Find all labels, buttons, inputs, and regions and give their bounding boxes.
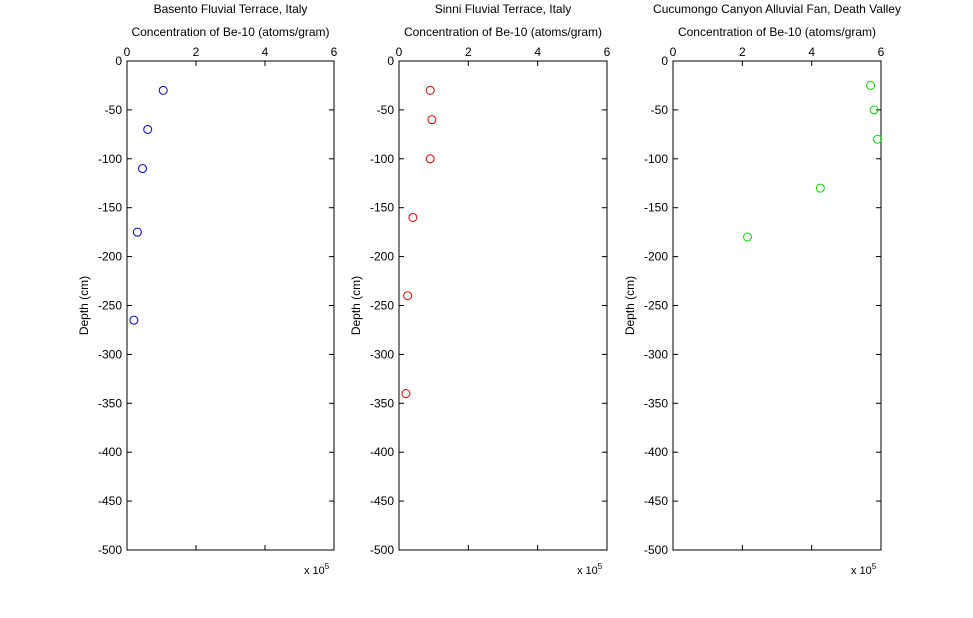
y-tick-label: -400	[644, 445, 668, 459]
y-axis-label: Depth (cm)	[623, 276, 637, 335]
data-point	[425, 154, 435, 164]
chart-title: Cucumongo Canyon Alluvial Fan, Death Val…	[653, 2, 901, 16]
y-tick-label: -100	[98, 152, 122, 166]
x-tick-label: 0	[670, 45, 677, 59]
y-tick-label: -400	[98, 445, 122, 459]
data-point	[132, 227, 142, 237]
y-tick-label: -300	[370, 347, 394, 361]
x-exponent-label: x 105	[577, 562, 603, 577]
subplot-2: Sinni Fluvial Terrace, Italy Concentratio…	[349, 2, 611, 577]
x-tick-label: 0	[396, 45, 403, 59]
x-tick-label: 6	[604, 45, 611, 59]
data-point	[143, 124, 153, 134]
y-tick-label: -150	[98, 201, 122, 215]
y-tick-label: -200	[644, 250, 668, 264]
y-tick-label: -150	[644, 201, 668, 215]
data-point	[815, 183, 825, 193]
x-tick-label: 2	[193, 45, 200, 59]
x-tick-label: 4	[808, 45, 815, 59]
y-tick-label: -100	[644, 152, 668, 166]
y-tick-label: -200	[98, 250, 122, 264]
y-tick-label: -250	[644, 299, 668, 313]
y-tick-label: 0	[661, 54, 668, 68]
y-tick-label: 0	[387, 54, 394, 68]
y-tick-label: 0	[115, 54, 122, 68]
y-tick-label: -150	[370, 201, 394, 215]
x-exponent-label: x 105	[851, 562, 877, 577]
data-point	[401, 389, 411, 399]
y-tick-label: -350	[370, 396, 394, 410]
x-axis-label: Concentration of Be-10 (atoms/gram)	[404, 25, 602, 39]
chart-title: Sinni Fluvial Terrace, Italy	[435, 2, 572, 16]
y-tick-label: -50	[105, 103, 123, 117]
y-axis-label: Depth (cm)	[349, 276, 363, 335]
data-point	[743, 232, 753, 242]
y-axis-label: Depth (cm)	[77, 276, 91, 335]
y-tick-label: -250	[370, 299, 394, 313]
x-tick-label: 4	[262, 45, 269, 59]
x-tick-label: 6	[331, 45, 338, 59]
y-tick-label: -300	[644, 347, 668, 361]
x-tick-label: 4	[534, 45, 541, 59]
y-tick-label: -300	[98, 347, 122, 361]
data-point	[866, 80, 876, 90]
x-tick-label: 2	[739, 45, 746, 59]
data-point	[129, 315, 139, 325]
y-tick-label: -50	[377, 103, 395, 117]
axes-box	[672, 60, 882, 551]
y-tick-label: -350	[98, 396, 122, 410]
y-tick-label: -350	[644, 396, 668, 410]
y-tick-label: -500	[370, 543, 394, 557]
data-point	[138, 164, 148, 174]
y-tick-label: -100	[370, 152, 394, 166]
y-tick-label: -450	[370, 494, 394, 508]
x-axis-label: Concentration of Be-10 (atoms/gram)	[131, 25, 329, 39]
y-tick-label: -500	[644, 543, 668, 557]
x-exponent-label: x 105	[304, 562, 330, 577]
axes-box	[126, 60, 335, 551]
data-point	[408, 212, 418, 222]
chart-title: Basento Fluvial Terrace, Italy	[154, 2, 308, 16]
x-axis-label: Concentration of Be-10 (atoms/gram)	[678, 25, 876, 39]
x-tick-label: 2	[465, 45, 472, 59]
y-tick-label: -250	[98, 299, 122, 313]
data-point	[427, 115, 437, 125]
subplot-1: Basento Fluvial Terrace, Italy Concentrat…	[77, 2, 338, 577]
y-tick-label: -450	[644, 494, 668, 508]
x-tick-label: 6	[878, 45, 885, 59]
x-tick-label: 0	[124, 45, 131, 59]
subplot-3: Cucumongo Canyon Alluvial Fan, Death Val…	[623, 2, 901, 577]
y-tick-label: -450	[98, 494, 122, 508]
y-tick-label: -500	[98, 543, 122, 557]
y-tick-label: -400	[370, 445, 394, 459]
data-point	[873, 134, 883, 144]
axes-box	[398, 60, 608, 551]
data-point	[425, 85, 435, 95]
data-point	[158, 85, 168, 95]
y-tick-label: -50	[651, 103, 669, 117]
data-point	[869, 105, 879, 115]
y-tick-label: -200	[370, 250, 394, 264]
data-point	[403, 291, 413, 301]
